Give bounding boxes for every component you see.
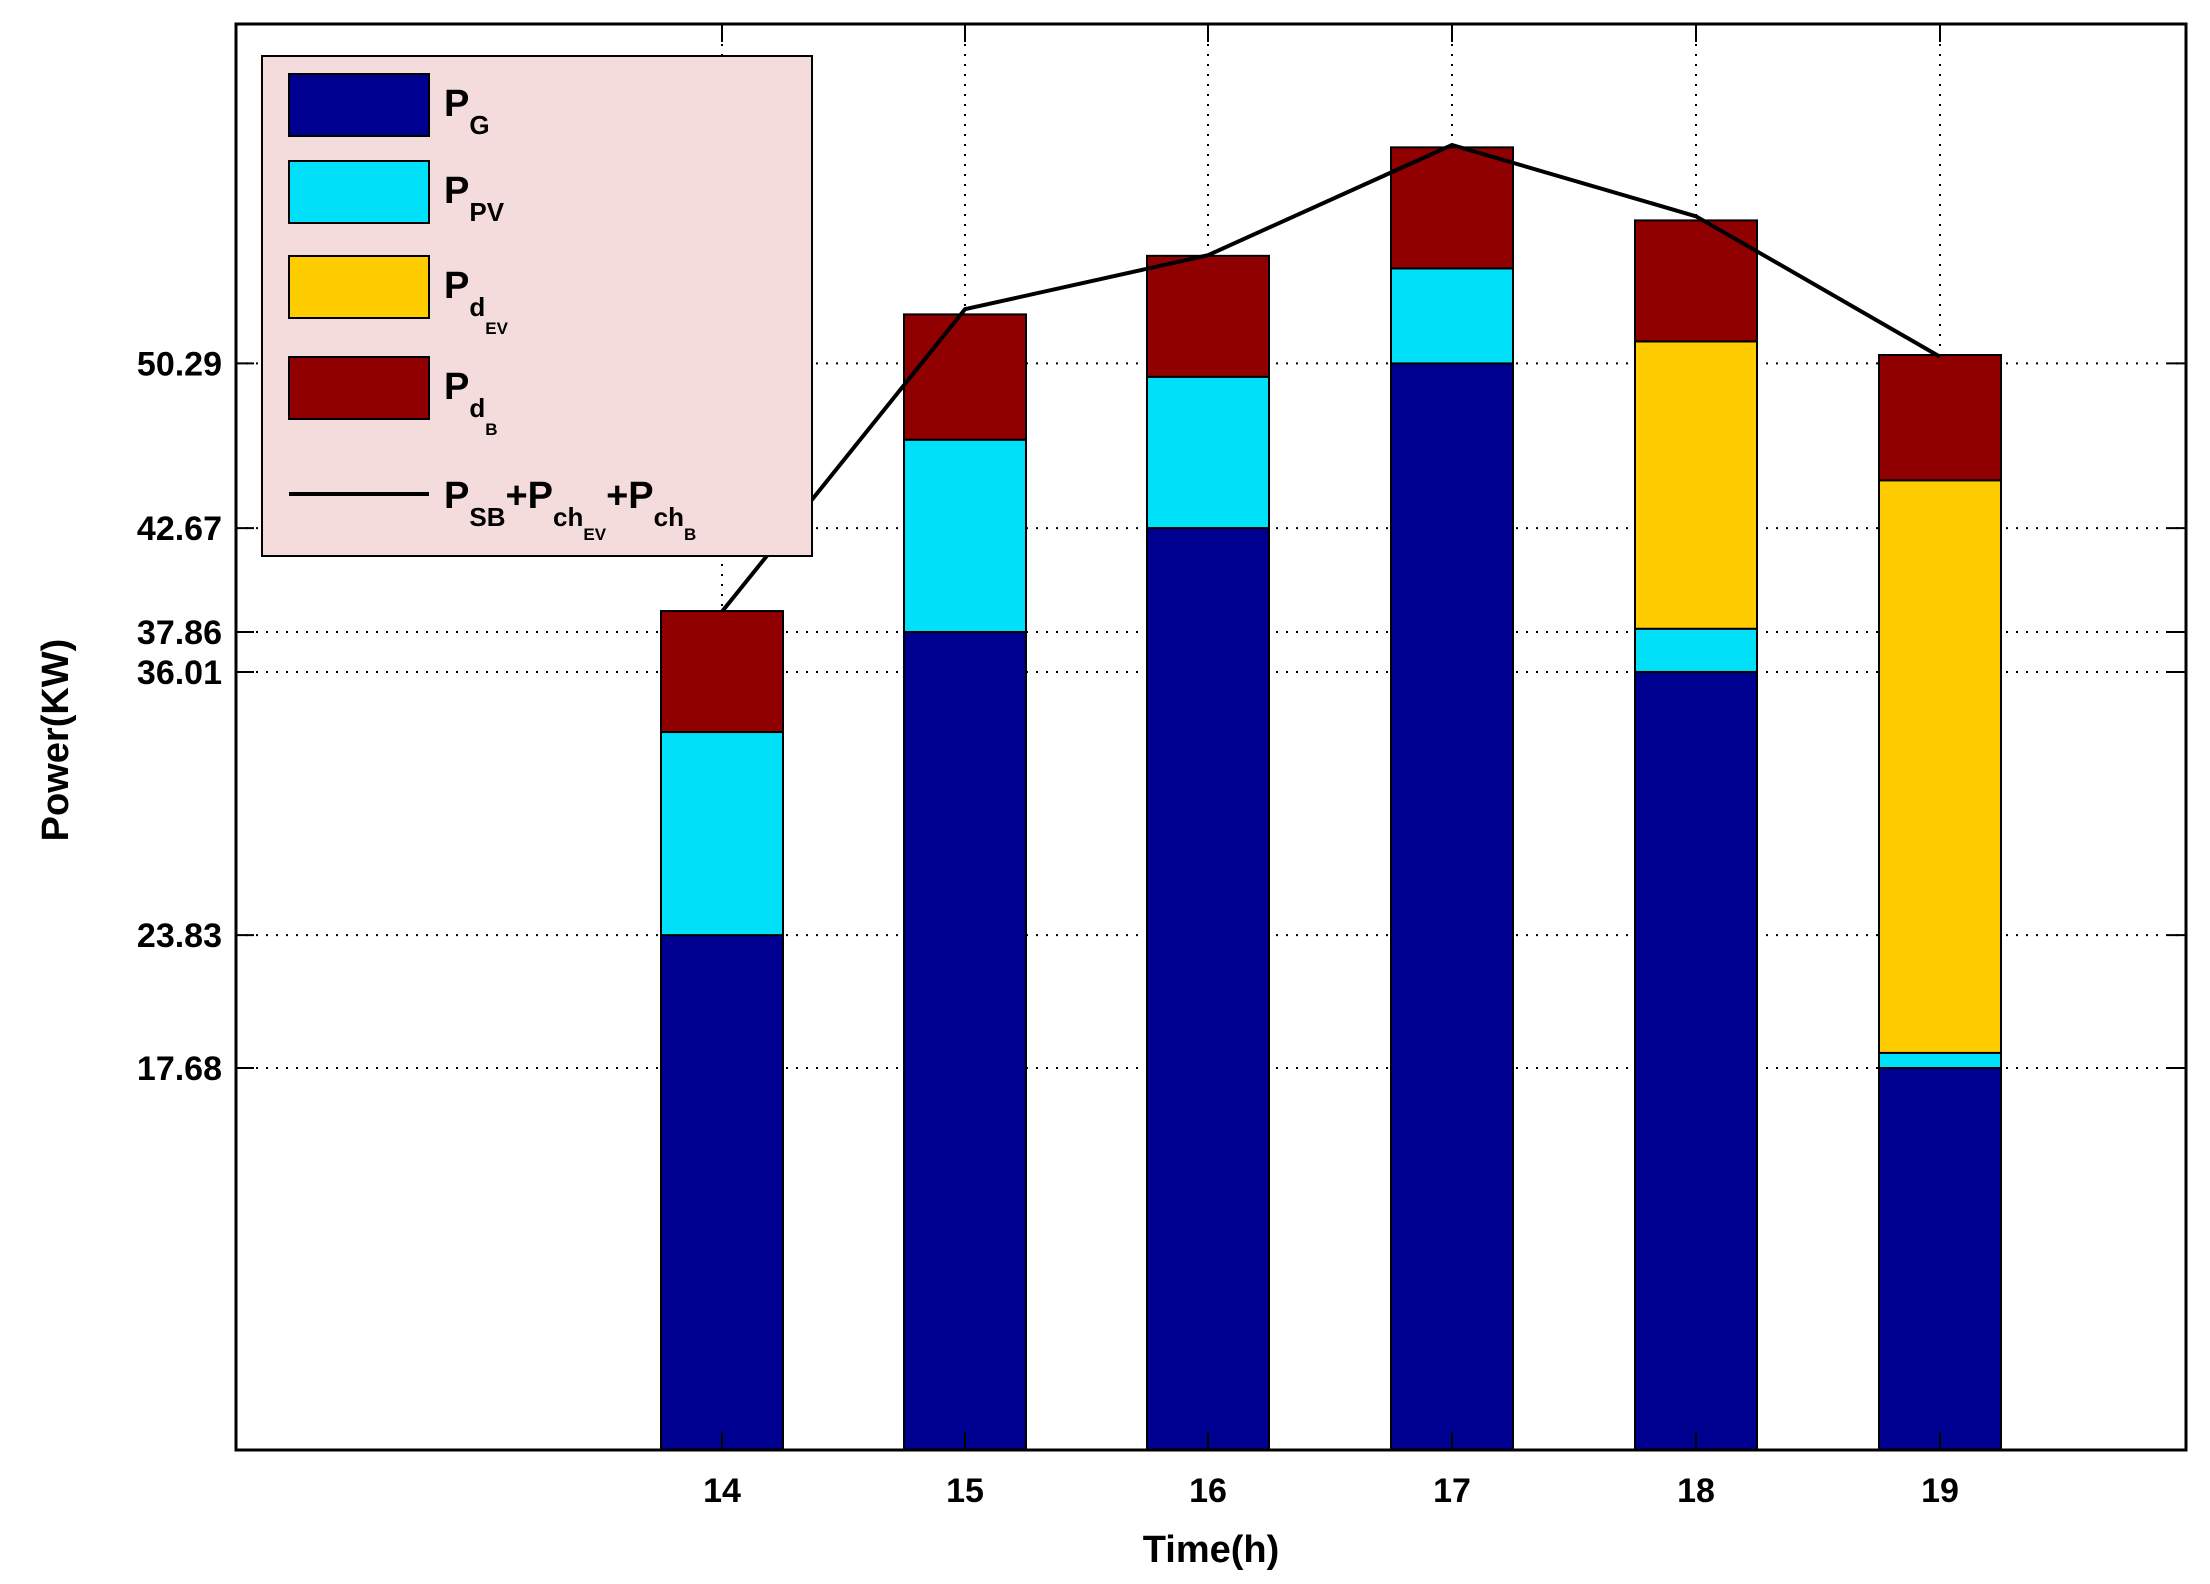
bar-p-db-16 xyxy=(1146,254,1270,378)
bar-p-dev-19 xyxy=(1878,479,2002,1054)
bar-p-g-15 xyxy=(903,630,1027,1451)
bars xyxy=(660,146,2002,1452)
y-tick-label-17.68: 17.68 xyxy=(137,1050,222,1088)
y-tick-label-23.83: 23.83 xyxy=(137,917,222,955)
x-tick-label-14: 14 xyxy=(703,1472,741,1510)
bar-p-dev-18 xyxy=(1634,340,1758,630)
y-tick-label-36.01: 36.01 xyxy=(137,654,222,692)
legend-swatch-pdev xyxy=(288,255,430,319)
bar-p-g-19 xyxy=(1878,1067,2002,1452)
x-tick-label-16: 16 xyxy=(1189,1472,1227,1510)
legend-label-pg: PG xyxy=(444,83,490,140)
x-axis-title: Time(h) xyxy=(1143,1529,1280,1571)
bar-p-db-15 xyxy=(903,313,1027,441)
bar-p-pv-18 xyxy=(1634,627,1758,673)
y-axis-title: Power(KW) xyxy=(35,639,77,842)
y-tick-label-42.67: 42.67 xyxy=(137,510,222,548)
x-tick-label-15: 15 xyxy=(946,1472,984,1510)
x-tick-label-17: 17 xyxy=(1433,1472,1471,1510)
plot-frame xyxy=(234,22,2188,1452)
legend-label-pdb: PdB xyxy=(444,366,498,439)
legend-swatch-pg xyxy=(288,73,430,137)
total-load-line xyxy=(720,142,1941,613)
bar-p-pv-14 xyxy=(660,731,784,937)
legend-swatch-pdb xyxy=(288,356,430,420)
bar-p-db-19 xyxy=(1878,354,2002,482)
y-tick-label-50.29: 50.29 xyxy=(137,345,222,383)
bar-p-pv-16 xyxy=(1146,375,1270,530)
bar-p-g-14 xyxy=(660,934,784,1451)
bar-p-pv-19 xyxy=(1878,1051,2002,1070)
bar-p-g-18 xyxy=(1634,670,1758,1451)
legend-label-pdev: PdEV xyxy=(444,265,509,338)
legend-label-total-load: PSB​+PchEV​+PchB​ xyxy=(444,475,696,544)
x-tick-label-18: 18 xyxy=(1677,1472,1715,1510)
bar-p-pv-15 xyxy=(903,438,1027,633)
legend-label-ppv: PPV xyxy=(444,170,505,227)
bar-p-g-17 xyxy=(1390,362,1514,1452)
line-series-total-load xyxy=(720,142,1941,613)
bar-p-db-14 xyxy=(660,610,784,734)
y-tick-label-37.86: 37.86 xyxy=(137,614,222,652)
x-tick-label-19: 19 xyxy=(1921,1472,1959,1510)
bar-p-db-17 xyxy=(1390,146,1514,270)
legend: PG PPV PdEV PdB PSB​+PchEV​+PchB​ xyxy=(261,55,813,557)
bar-p-db-18 xyxy=(1634,219,1758,343)
legend-swatch-ppv xyxy=(288,160,430,224)
bar-p-g-16 xyxy=(1146,527,1270,1451)
bar-p-pv-17 xyxy=(1390,267,1514,365)
